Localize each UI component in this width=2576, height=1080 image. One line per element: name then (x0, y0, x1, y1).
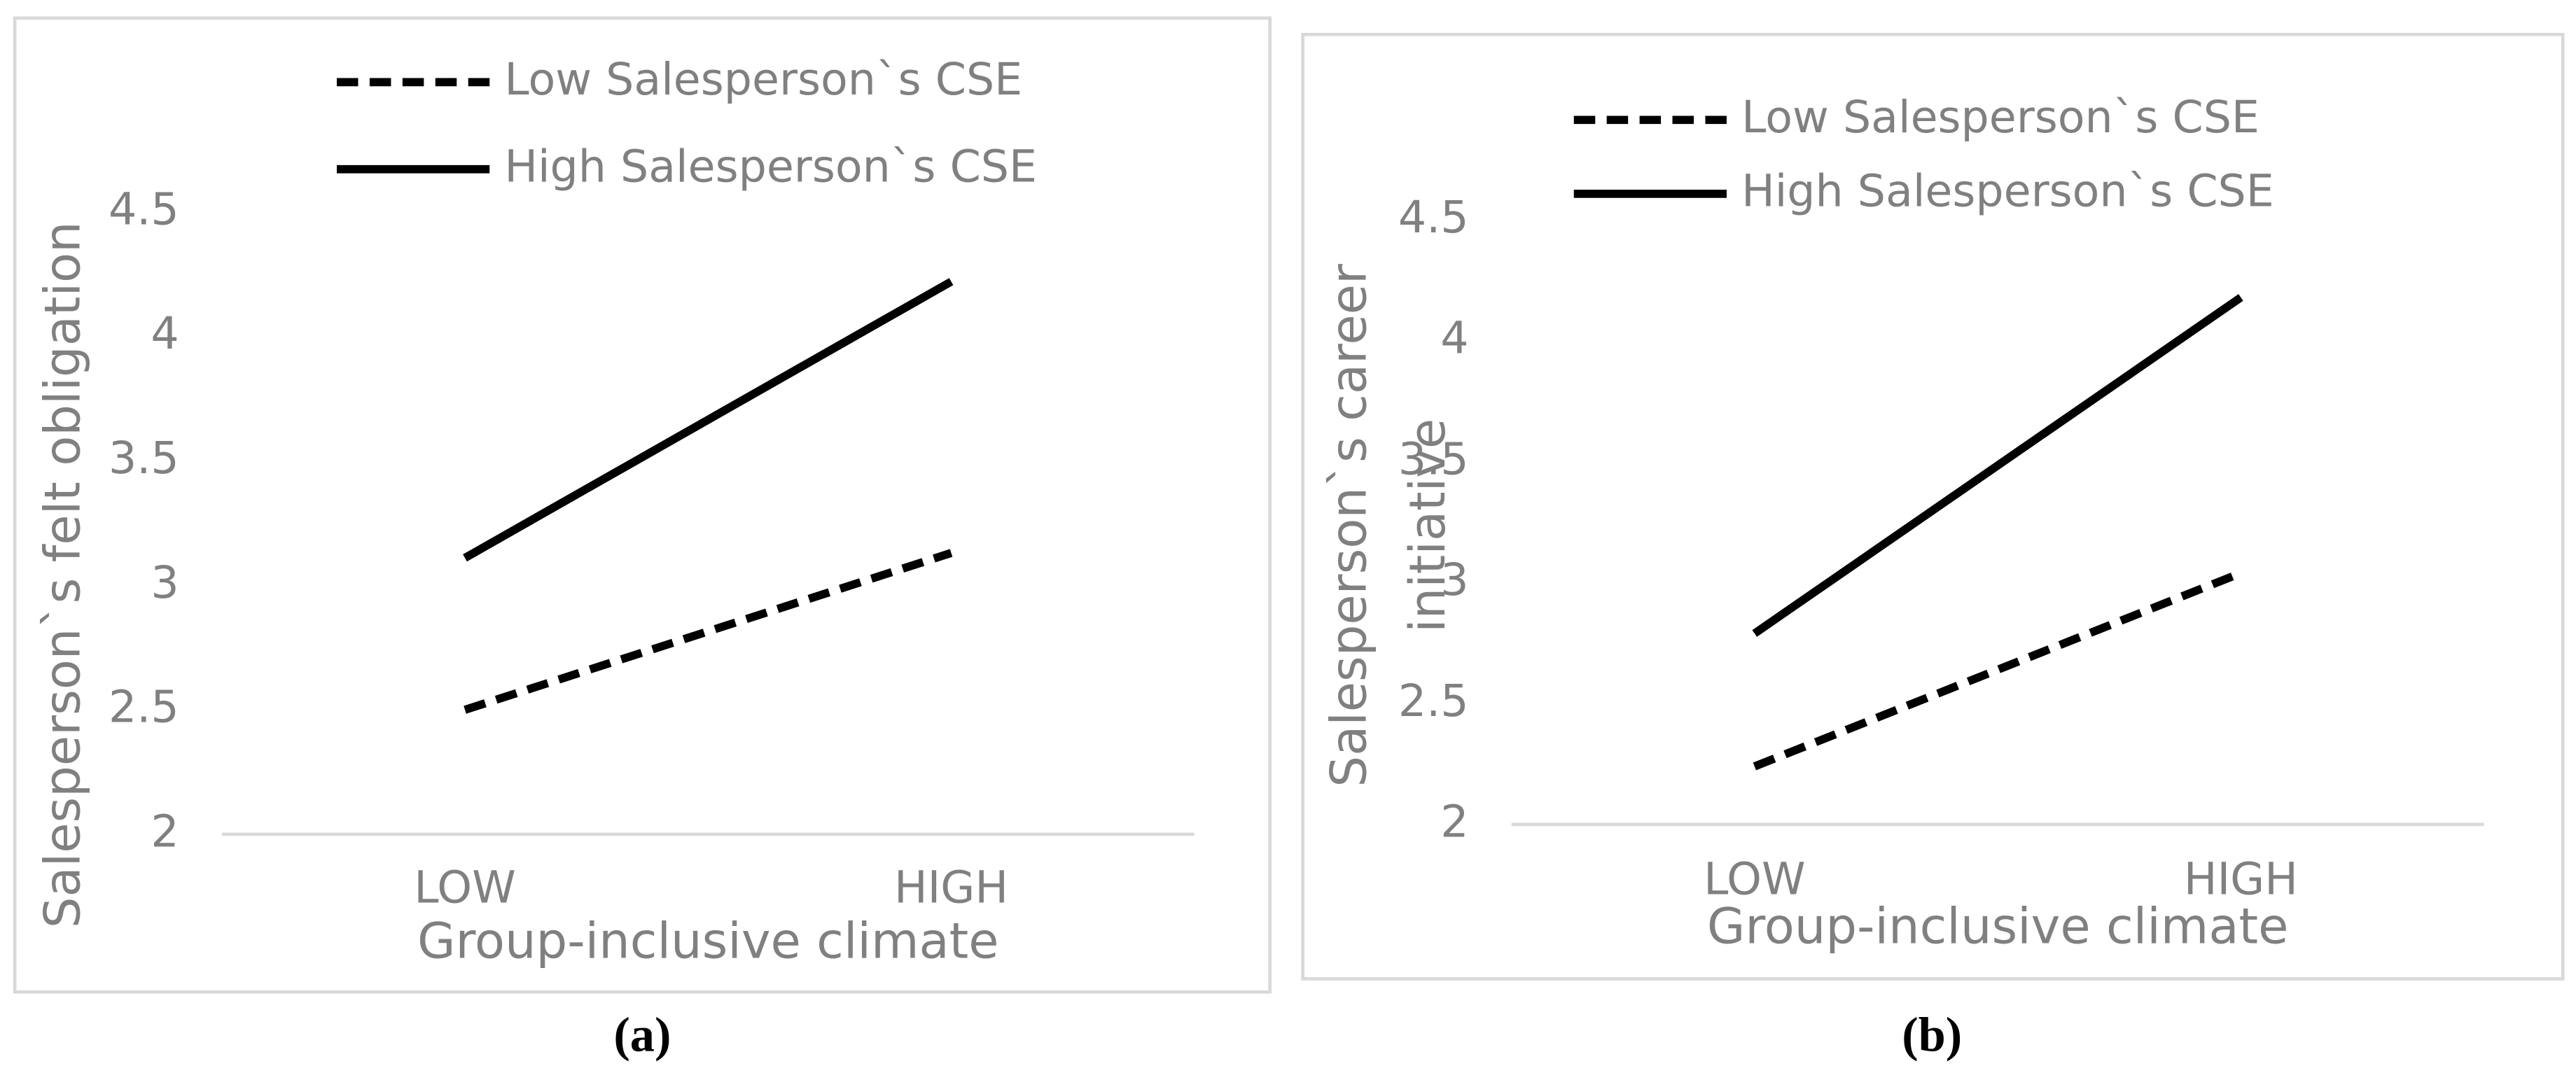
y-tick-label: 4 (1440, 312, 1468, 364)
legend-label: Low Salesperson`s CSE (504, 53, 1022, 105)
chart-frame (13, 16, 1272, 994)
y-tick-label: 2.5 (1398, 675, 1469, 727)
legend-label: Low Salesperson`s CSE (1741, 91, 2260, 143)
x-axis-title: Group-inclusive climate (417, 913, 999, 970)
legend-label: High Salesperson`s CSE (504, 140, 1037, 192)
series-line (1752, 294, 2243, 637)
y-tick-label: 4 (151, 307, 179, 359)
x-tick-label: HIGH (2184, 853, 2298, 905)
legend-label: High Salesperson`s CSE (1741, 164, 2274, 216)
y-axis-title: Salesperson`s felt obligation (34, 221, 91, 928)
x-tick-label: LOW (414, 861, 516, 913)
y-tick-label: 3 (1440, 554, 1468, 605)
series-line (464, 549, 953, 714)
chart-frame (1301, 32, 2565, 981)
x-axis-title: Group-inclusive climate (1707, 898, 2289, 955)
y-tick-label: 2 (151, 806, 179, 857)
series-line (1753, 569, 2243, 771)
y-tick-label: 3.5 (109, 432, 179, 484)
y-tick-label: 3.5 (1398, 433, 1469, 484)
y-tick-label: 2.5 (109, 681, 179, 733)
y-tick-label: 4.5 (109, 183, 179, 234)
y-axis-title: initiative (1399, 419, 1456, 633)
caption: (a) (613, 1007, 671, 1062)
y-tick-label: 3 (151, 556, 179, 608)
y-axis-title: Salesperson`s career (1321, 264, 1378, 787)
y-tick-label: 2 (1440, 795, 1468, 847)
y-tick-label: 4.5 (1398, 191, 1469, 243)
series-line (463, 278, 954, 562)
caption: (b) (1902, 1007, 1962, 1062)
x-tick-label: LOW (1704, 853, 1806, 905)
x-tick-label: HIGH (894, 861, 1008, 913)
